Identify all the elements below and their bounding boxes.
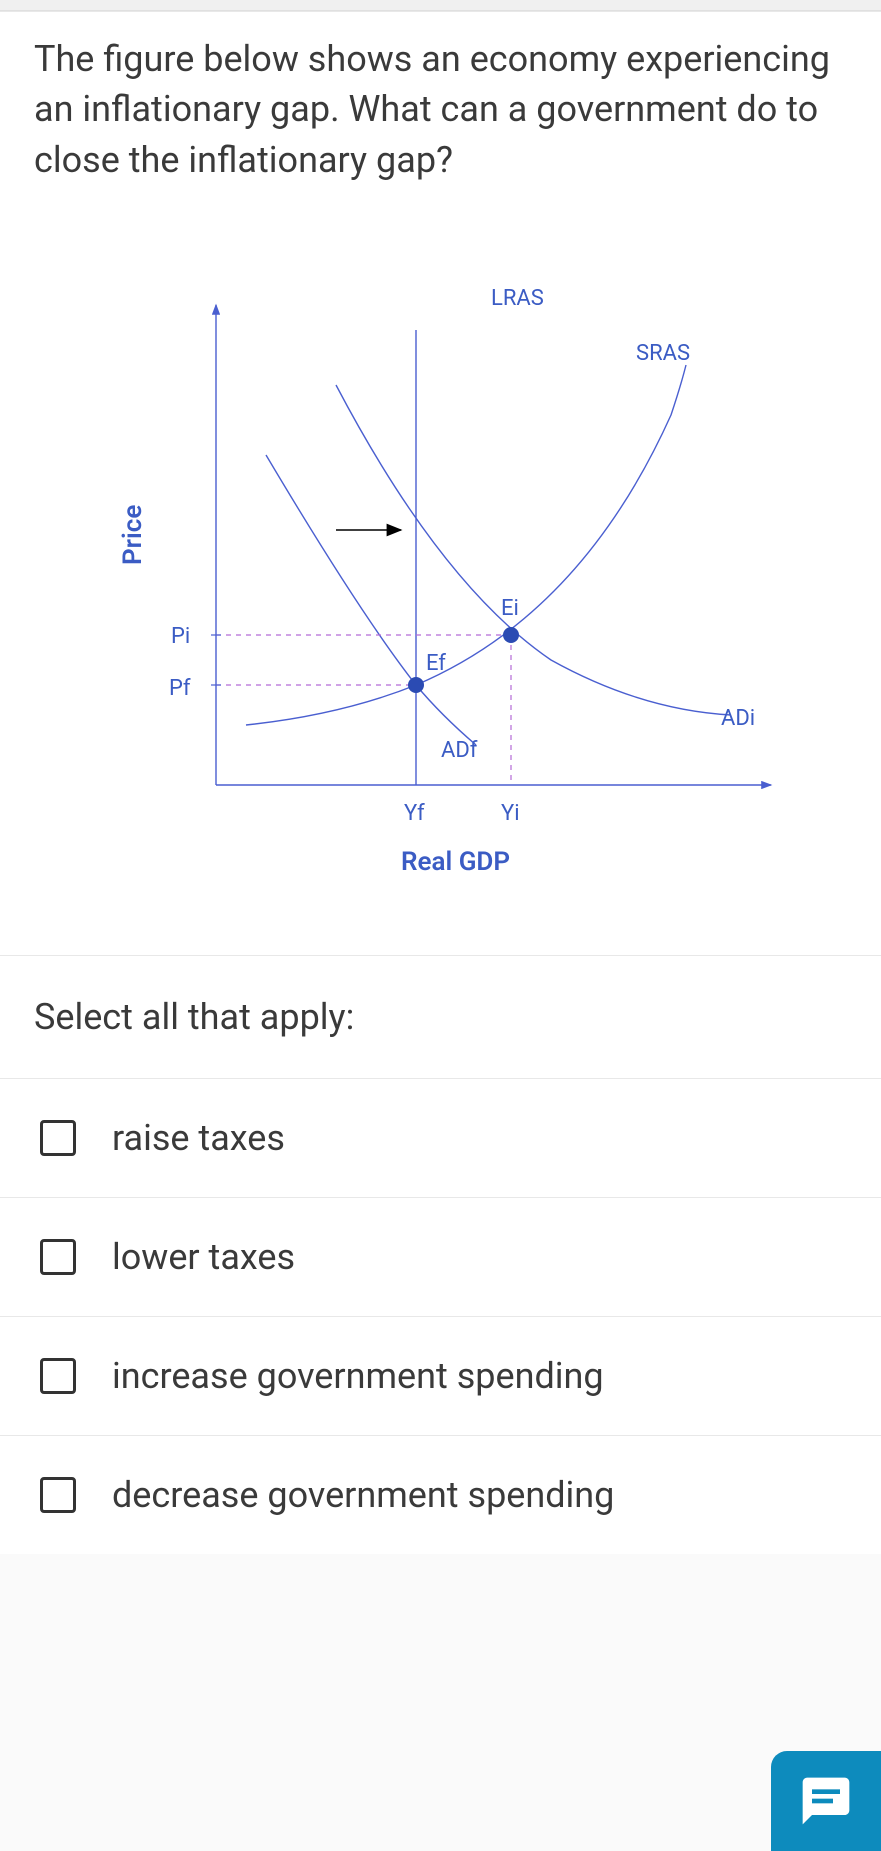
adf-curve: [266, 455, 476, 745]
window-top-border: [0, 0, 881, 11]
option-label: raise taxes: [112, 1117, 285, 1159]
label-pi: Pi: [171, 624, 190, 649]
adi-curve: [336, 385, 731, 715]
x-axis-label: Real GDP: [401, 847, 510, 877]
checkbox-icon[interactable]: [40, 1239, 76, 1275]
checkbox-icon[interactable]: [40, 1120, 76, 1156]
option-decrease-spending[interactable]: decrease government spending: [0, 1436, 881, 1554]
label-ef: Ef: [426, 651, 446, 676]
label-ei: Ei: [501, 596, 519, 621]
option-increase-spending[interactable]: increase government spending: [0, 1317, 881, 1436]
point-ef: [408, 677, 424, 693]
label-pf: Pf: [169, 676, 191, 701]
y-axis-label: Price: [118, 505, 148, 565]
option-label: increase government spending: [112, 1355, 604, 1397]
option-raise-taxes[interactable]: raise taxes: [0, 1079, 881, 1198]
chart-svg: LRAS SRAS Ei Ef ADf ADi Pi Pf Yf Yi Real…: [81, 255, 801, 915]
chat-icon: [798, 1773, 854, 1829]
label-yf: Yf: [404, 801, 425, 826]
label-adi: ADi: [721, 706, 755, 731]
economics-chart: LRAS SRAS Ei Ef ADf ADi Pi Pf Yf Yi Real…: [81, 255, 801, 915]
instruction-text: Select all that apply:: [0, 956, 881, 1079]
sras-curve: [246, 365, 686, 725]
chart-container: LRAS SRAS Ei Ef ADf ADi Pi Pf Yf Yi Real…: [0, 215, 881, 956]
label-sras: SRAS: [636, 341, 690, 366]
point-ei: [503, 627, 519, 643]
question-panel: The figure below shows an economy experi…: [0, 11, 881, 1554]
chat-button[interactable]: [771, 1751, 881, 1851]
label-yi: Yi: [501, 801, 520, 826]
question-text: The figure below shows an economy experi…: [0, 12, 881, 215]
option-label: lower taxes: [112, 1236, 295, 1278]
checkbox-icon[interactable]: [40, 1358, 76, 1394]
label-adf: ADf: [441, 738, 478, 763]
label-lras: LRAS: [491, 286, 544, 311]
checkbox-icon[interactable]: [40, 1477, 76, 1513]
option-label: decrease government spending: [112, 1474, 614, 1516]
option-lower-taxes[interactable]: lower taxes: [0, 1198, 881, 1317]
